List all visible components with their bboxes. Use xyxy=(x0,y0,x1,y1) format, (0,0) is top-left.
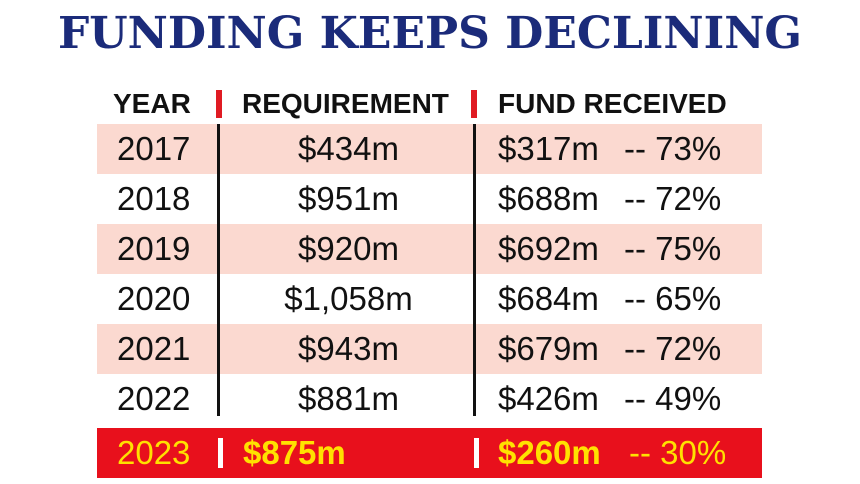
requirement-cell: $1,058m xyxy=(284,280,413,317)
year-cell: 2018 xyxy=(117,180,191,217)
requirement-cell: $943m xyxy=(298,330,399,367)
received-cell: $692m xyxy=(498,230,599,267)
header-fund-received: FUND RECEIVED xyxy=(498,88,727,119)
table-row: 2022 $881m $426m -- 49% xyxy=(97,374,762,424)
percent-cell: -- 73% xyxy=(624,130,722,167)
column-divider-1 xyxy=(217,124,220,416)
requirement-cell: $434m xyxy=(298,130,399,167)
year-cell: 2020 xyxy=(117,280,191,317)
header-year: YEAR xyxy=(113,88,191,119)
chart-title: FUNDING KEEPS DECLINING xyxy=(57,8,802,59)
year-cell: 2021 xyxy=(117,330,191,367)
received-cell: $688m xyxy=(498,180,599,217)
highlight-separator-2 xyxy=(474,438,479,468)
percent-cell: -- 65% xyxy=(624,280,722,317)
table-row: 2017 $434m $317m -- 73% xyxy=(97,124,762,174)
requirement-cell: $951m xyxy=(298,180,399,217)
requirement-cell: $875m xyxy=(243,434,346,471)
received-cell: $426m xyxy=(498,380,599,417)
highlight-separator-1 xyxy=(218,438,223,468)
year-cell: 2023 xyxy=(117,434,191,471)
year-cell: 2017 xyxy=(117,130,191,167)
header-separator-2 xyxy=(471,90,477,118)
header-requirement: REQUIREMENT xyxy=(242,88,449,119)
header-separator-1 xyxy=(216,90,222,118)
percent-cell: -- 30% xyxy=(629,434,727,471)
requirement-cell: $920m xyxy=(298,230,399,267)
requirement-cell: $881m xyxy=(298,380,399,417)
year-cell: 2019 xyxy=(117,230,191,267)
received-cell: $684m xyxy=(498,280,599,317)
percent-cell: -- 72% xyxy=(624,330,722,367)
received-cell: $679m xyxy=(498,330,599,367)
table-row-highlight: 2023 $875m $260m -- 30% xyxy=(97,428,762,478)
percent-cell: -- 75% xyxy=(624,230,722,267)
year-cell: 2022 xyxy=(117,380,191,417)
received-cell: $317m xyxy=(498,130,599,167)
table-row: 2020 $1,058m $684m -- 65% xyxy=(97,274,762,324)
percent-cell: -- 49% xyxy=(624,380,722,417)
column-divider-2 xyxy=(473,124,476,416)
table-row: 2018 $951m $688m -- 72% xyxy=(97,174,762,224)
table-row: 2019 $920m $692m -- 75% xyxy=(97,224,762,274)
received-cell: $260m xyxy=(498,434,601,471)
percent-cell: -- 72% xyxy=(624,180,722,217)
table-row: 2021 $943m $679m -- 72% xyxy=(97,324,762,374)
